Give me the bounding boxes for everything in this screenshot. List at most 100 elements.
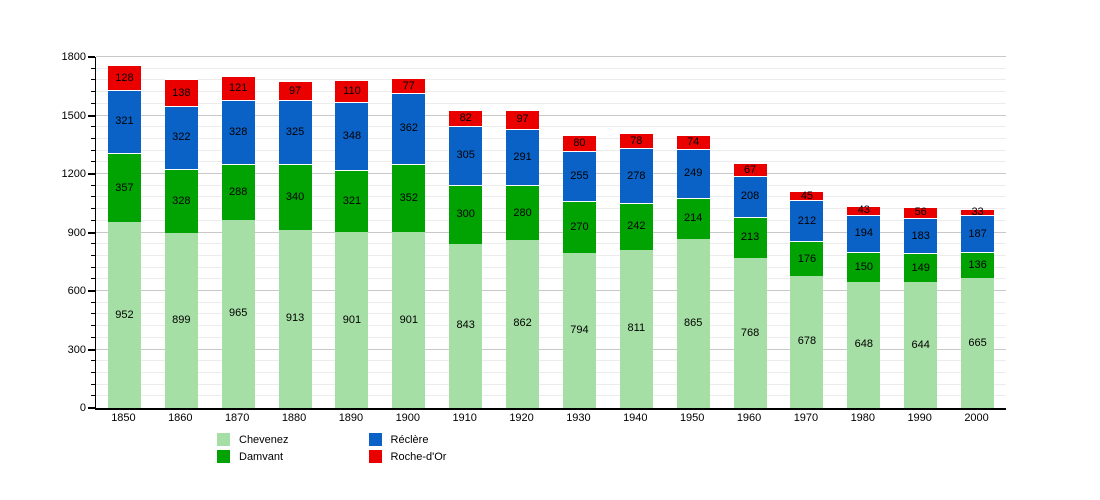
- gridline-minor: [96, 254, 1006, 256]
- bar-value-label: 321: [115, 115, 134, 128]
- bar-group-1860: 899 328 322 138: [153, 57, 210, 408]
- x-axis-labels: 1850 1860 1870 1880 1890 1900 1910 1920 1930 1940…: [95, 412, 1005, 424]
- bar-value-label: 121: [229, 81, 248, 94]
- gridline-minor: [96, 196, 1006, 198]
- bar-segment-roche-d-or: 138: [164, 79, 198, 106]
- bar-value-label: 213: [740, 231, 760, 244]
- gridline-minor: [96, 208, 1006, 210]
- bar-value-label: 794: [570, 324, 589, 337]
- bar-value-label: 357: [115, 181, 134, 194]
- gridline-minor: [96, 301, 1006, 303]
- bar-value-label: 214: [684, 212, 703, 225]
- legend-label: Réclère: [390, 433, 429, 446]
- y-tick-major: [88, 114, 95, 117]
- bar-value-label: 187: [968, 227, 987, 240]
- legend-swatch-chevenez: [217, 433, 230, 446]
- y-tick-minor: [91, 79, 95, 81]
- bar-segment-damvant: 150: [847, 252, 881, 282]
- bar-segment-roche-d-or: 45: [790, 189, 824, 202]
- bar-segment-reclere: 291: [506, 128, 540, 186]
- bar-group-2000: 665 136 187 33: [949, 57, 1006, 408]
- gridline-minor: [96, 313, 1006, 315]
- bar-segment-chevenez: 843: [449, 243, 483, 408]
- bar-segment-roche-d-or: 121: [221, 76, 255, 100]
- bar-segment-reclere: 249: [676, 149, 710, 198]
- legend-swatch-roche-d-or: [368, 450, 382, 463]
- bar-segment-reclere: 328: [221, 99, 255, 164]
- bar-group-1980: 648 150 194 43: [835, 57, 892, 408]
- bar-segment-damvant: 176: [790, 241, 824, 276]
- y-tick-major: [88, 348, 95, 351]
- gridline-minor: [96, 67, 1006, 69]
- bar-segment-chevenez: 862: [506, 239, 540, 408]
- gridline-major: [96, 56, 1006, 57]
- bar-group-1920: 862 280 291 97: [494, 57, 551, 408]
- bar-segment-roche-d-or: 128: [107, 65, 141, 91]
- bar-series-container: 952 357 321 128 899 328 322 138 965 288 328 121 913 3…: [96, 57, 1006, 408]
- bar-group-1970: 678 176 212 45: [779, 57, 836, 408]
- y-tick-label: 1200: [61, 168, 86, 180]
- gridline-minor: [96, 79, 1006, 81]
- bar-value-label: 288: [229, 185, 248, 198]
- bar-segment-damvant: 242: [619, 202, 653, 250]
- y-tick-label: 300: [67, 343, 86, 356]
- bar-segment-damvant: 352: [392, 163, 426, 233]
- gridline-minor: [96, 219, 1006, 221]
- bar-value-label: 183: [911, 229, 930, 242]
- bar-value-label: 648: [854, 338, 873, 351]
- bar-segment-roche-d-or: 78: [619, 133, 653, 149]
- y-tick-minor: [91, 126, 95, 128]
- y-tick-minor: [91, 383, 95, 385]
- bar-value-label: 110: [343, 85, 361, 98]
- legend-item-reclere: Réclère: [368, 431, 447, 448]
- bar-segment-damvant: 214: [676, 197, 710, 240]
- x-tick-label: 1920: [509, 412, 534, 424]
- x-tick-label: 1860: [168, 412, 193, 424]
- gridline-minor: [96, 325, 1006, 327]
- bar-value-label: 843: [456, 319, 475, 332]
- x-tick-label: 1880: [281, 412, 307, 424]
- bar-value-label: 97: [288, 84, 302, 97]
- bar-group-1910: 843 300 305 82: [437, 57, 494, 408]
- y-tick-major: [88, 407, 95, 409]
- bar-value-label: 325: [285, 125, 305, 138]
- legend-swatch-reclere: [368, 433, 382, 446]
- bar-group-1890: 901 321 348 110: [324, 57, 381, 408]
- bar-segment-reclere: 305: [449, 125, 483, 186]
- bar-value-label: 270: [570, 220, 589, 233]
- bar-value-label: 305: [456, 149, 475, 162]
- bar-value-label: 255: [570, 169, 589, 182]
- gridline-major: [96, 348, 1006, 350]
- legend-item-chevenez: Chevenez: [217, 431, 289, 448]
- y-tick-minor: [91, 278, 95, 280]
- gridline-major: [96, 173, 1006, 174]
- gridline-minor: [96, 91, 1006, 93]
- gridline-minor: [96, 149, 1006, 151]
- bar-value-label: 322: [172, 131, 191, 144]
- bar-segment-roche-d-or: 97: [278, 81, 312, 101]
- bar-value-label: 352: [399, 192, 418, 204]
- legend-label: Damvant: [239, 450, 284, 463]
- y-tick-minor: [91, 336, 95, 338]
- bar-segment-reclere: 208: [733, 176, 767, 217]
- bar-group-1940: 811 242 278 78: [608, 57, 665, 408]
- bar-value-label: 811: [627, 322, 646, 335]
- bar-segment-damvant: 328: [164, 168, 198, 233]
- bar-value-label: 128: [115, 71, 134, 84]
- y-tick-major: [88, 231, 95, 234]
- gridline-major: [96, 290, 1006, 291]
- y-tick-minor: [91, 313, 95, 315]
- y-tick-minor: [91, 371, 95, 373]
- bar-value-label: 80: [573, 137, 586, 150]
- bar-segment-damvant: 340: [278, 163, 312, 230]
- bar-value-label: 67: [743, 163, 757, 176]
- bar-group-1900: 901 352 362 77: [380, 57, 437, 408]
- bar-value-label: 45: [800, 189, 814, 202]
- bar-value-label: 952: [115, 308, 134, 321]
- y-tick-minor: [91, 137, 95, 139]
- x-tick-label: 1850: [111, 412, 136, 424]
- gridline-minor: [96, 243, 1006, 245]
- bar-value-label: 74: [687, 135, 700, 148]
- x-tick-label: 1870: [224, 412, 250, 424]
- gridline-minor: [96, 266, 1006, 268]
